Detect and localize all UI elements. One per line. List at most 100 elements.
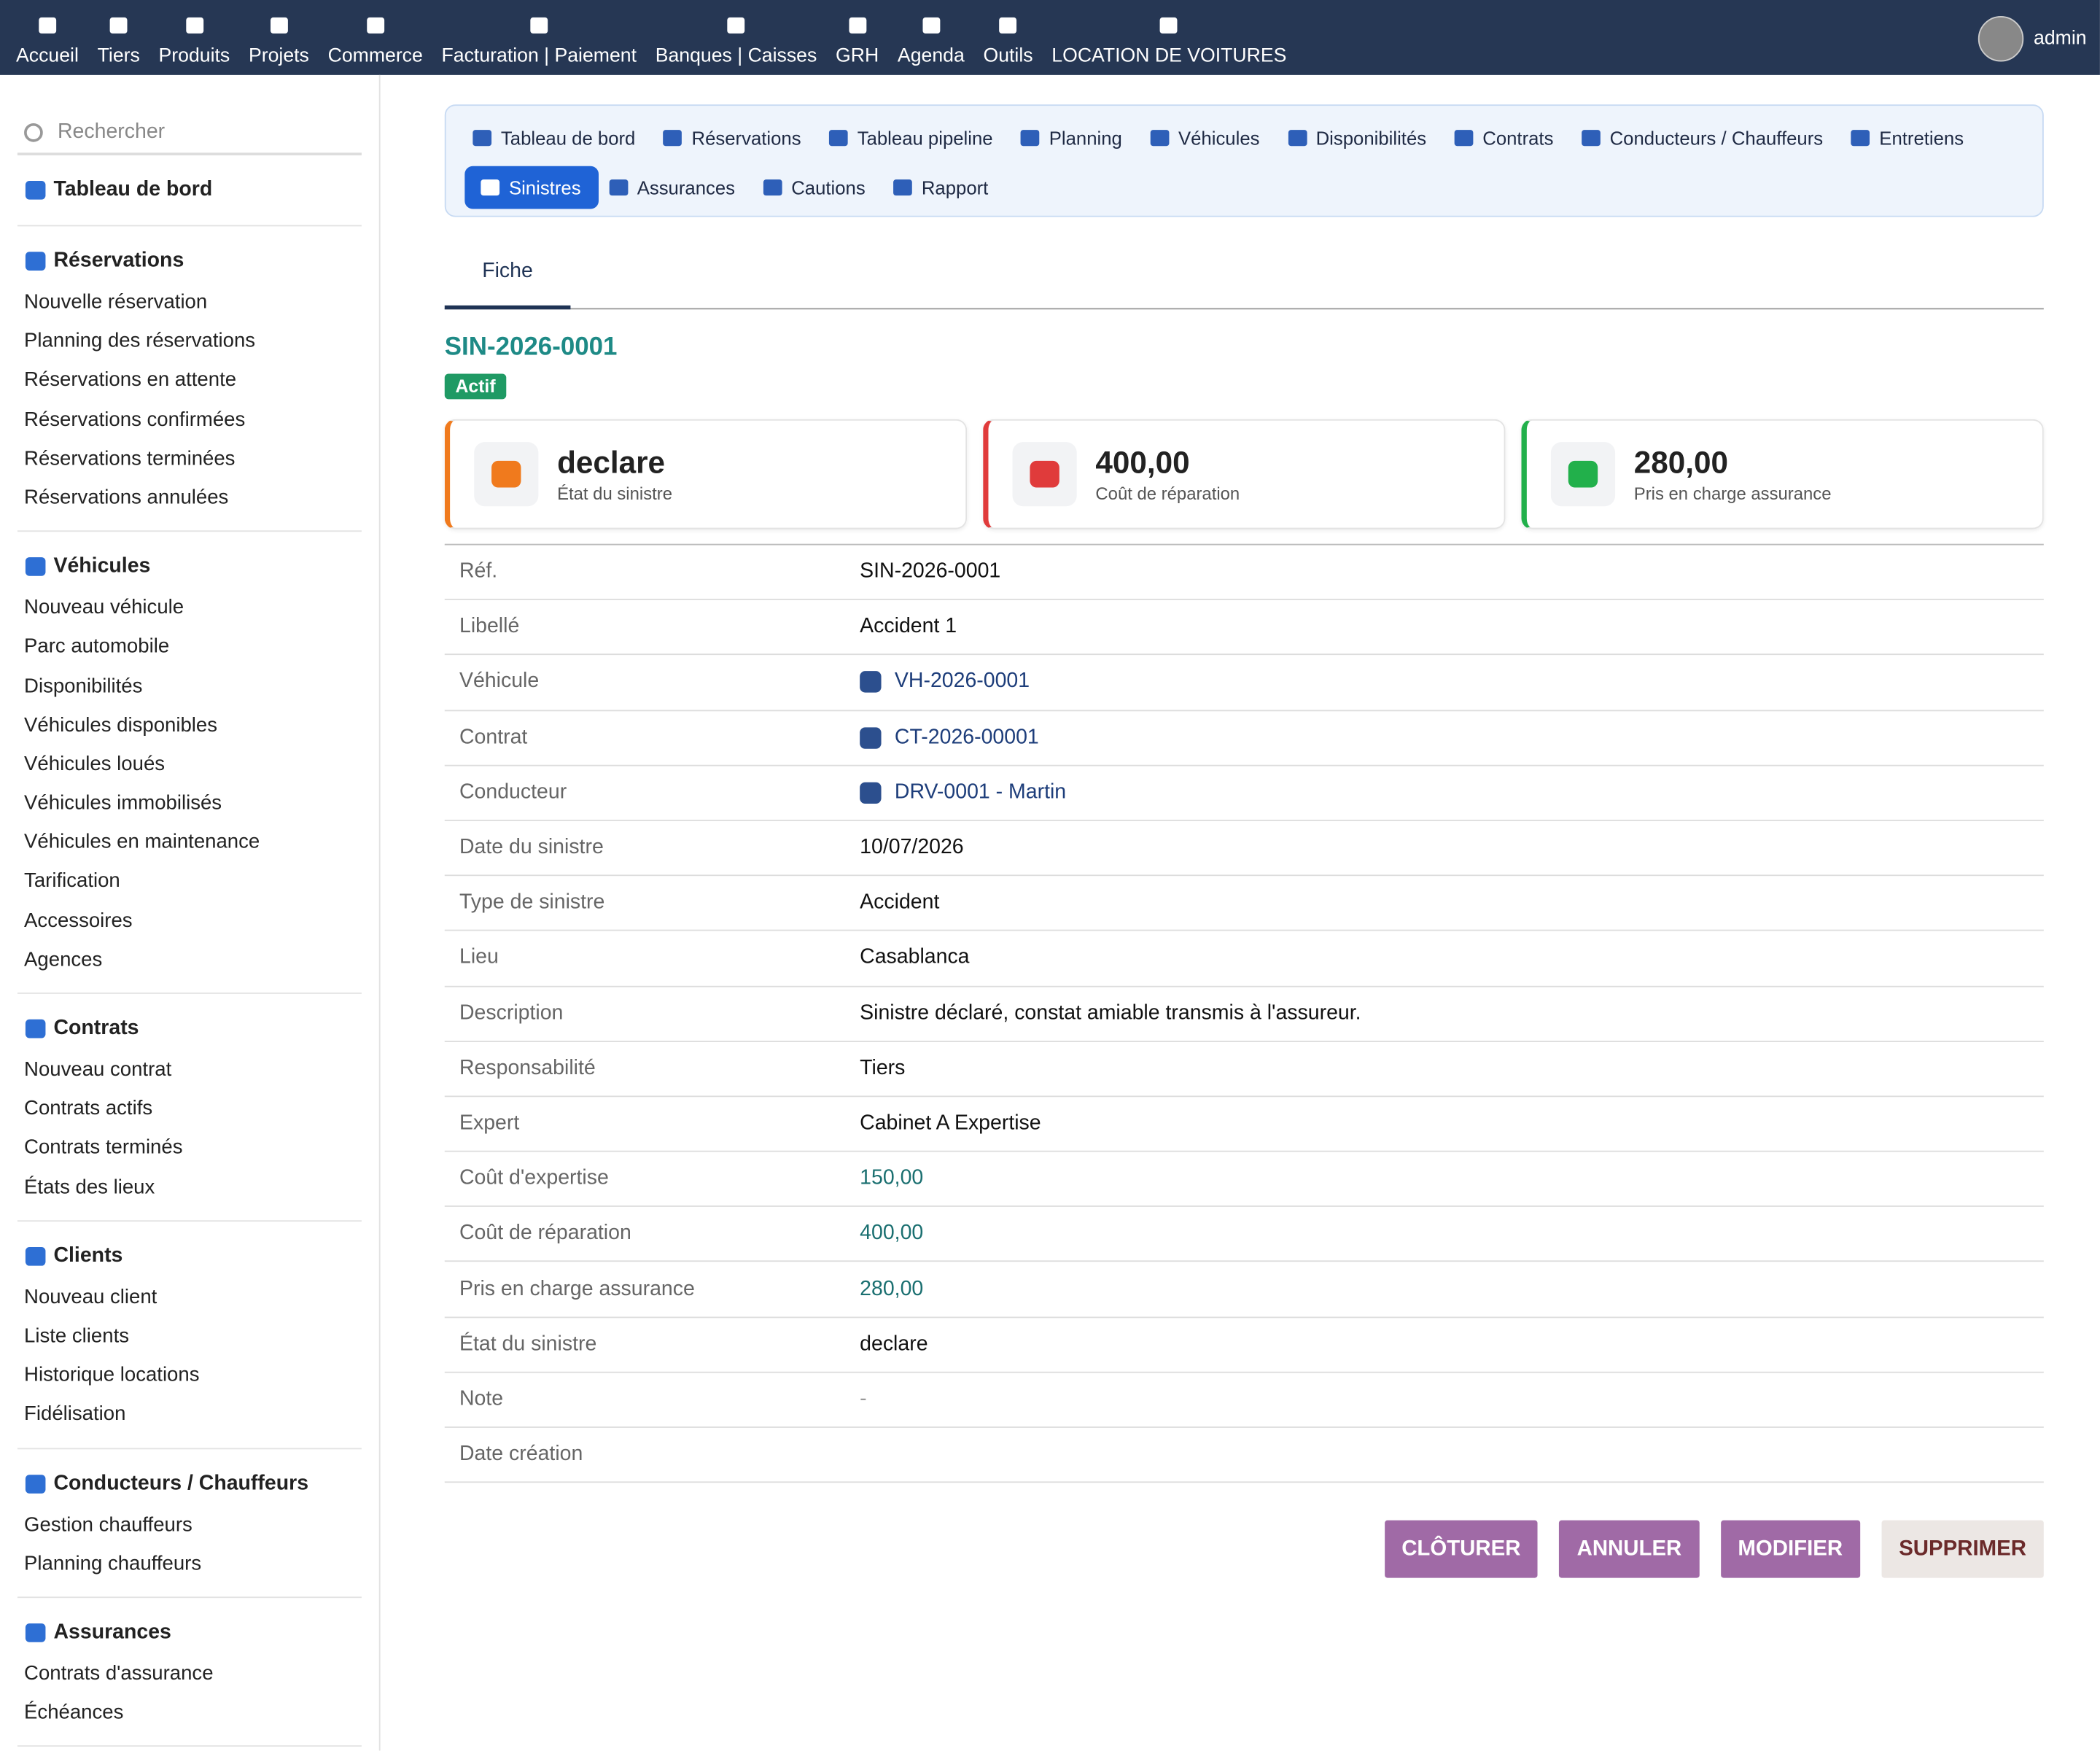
module-tab[interactable]: Planning	[1013, 117, 1140, 160]
nav-label[interactable]: LOCATION DE VOITURES	[1051, 45, 1287, 67]
menu-item[interactable]: Véhicules disponibles	[24, 713, 218, 737]
action-button[interactable]: MODIFIER	[1720, 1520, 1860, 1578]
module-tab[interactable]: Assurances	[601, 166, 752, 209]
menu-item[interactable]: Accessoires	[24, 909, 133, 932]
menu-heading[interactable]: Réservations	[18, 240, 362, 283]
menu-title[interactable]: Conducteurs / Chauffeurs	[53, 1471, 309, 1494]
nav-label[interactable]: GRH	[836, 45, 879, 67]
menu-item[interactable]: Véhicules loués	[24, 752, 166, 776]
menu-title[interactable]: Contrats	[53, 1017, 139, 1040]
nav-label[interactable]: Tiers	[97, 45, 140, 67]
module-tab[interactable]: Contrats	[1447, 117, 1571, 160]
action-button[interactable]: SUPPRIMER	[1881, 1520, 2044, 1578]
menu-title[interactable]: Assurances	[53, 1620, 171, 1644]
menu-item[interactable]: Planning chauffeurs	[24, 1552, 202, 1575]
tab-label[interactable]: Conducteurs / Chauffeurs	[1609, 127, 1824, 149]
nav-label[interactable]: Facturation | Paiement	[441, 45, 637, 67]
module-tab[interactable]: Véhicules	[1142, 117, 1277, 160]
module-tab[interactable]: Cautions	[755, 166, 883, 209]
menu-item[interactable]: Nouvelle réservation	[24, 290, 208, 314]
nav-item[interactable]: Banques | Caisses	[646, 0, 826, 75]
nav-label[interactable]: Accueil	[16, 45, 79, 67]
tab-label[interactable]: Planning	[1049, 127, 1122, 149]
nav-label[interactable]: Banques | Caisses	[655, 45, 817, 67]
field-value[interactable]: VH-2026-0001	[860, 670, 1030, 694]
menu-item[interactable]: Contrats d'assurance	[24, 1662, 214, 1685]
menu-item[interactable]: Échéances	[24, 1701, 124, 1724]
menu-title[interactable]: Réservations	[53, 249, 184, 272]
field-text[interactable]: DRV-0001 - Martin	[894, 780, 1067, 804]
tab-label[interactable]: Véhicules	[1178, 127, 1260, 149]
menu-heading[interactable]: Véhicules	[18, 546, 362, 589]
field-text[interactable]: VH-2026-0001	[894, 670, 1030, 694]
nav-label[interactable]: Commerce	[327, 45, 423, 67]
action-button[interactable]: ANNULER	[1559, 1520, 1700, 1578]
action-button[interactable]: CLÔTURER	[1384, 1520, 1539, 1578]
menu-item[interactable]: États des lieux	[24, 1175, 155, 1199]
nav-label[interactable]: Projets	[248, 45, 309, 67]
tab-label[interactable]: Sinistres	[508, 176, 581, 198]
menu-item[interactable]: Disponibilités	[24, 674, 143, 698]
nav-item[interactable]: Facturation | Paiement	[432, 0, 646, 75]
user-name[interactable]: admin	[2034, 28, 2087, 50]
module-tab[interactable]: Tableau de bord	[464, 117, 653, 160]
menu-item[interactable]: Véhicules immobilisés	[24, 791, 222, 815]
nav-item[interactable]: Outils	[974, 0, 1043, 75]
menu-heading[interactable]: Tableau de bord	[18, 168, 362, 211]
module-tab[interactable]: Conducteurs / Chauffeurs	[1574, 117, 1840, 160]
tab-label[interactable]: Assurances	[637, 176, 736, 198]
menu-heading[interactable]: Clients	[18, 1235, 362, 1278]
nav-label[interactable]: Agenda	[897, 45, 965, 67]
nav-item[interactable]: Projets	[239, 0, 319, 75]
nav-item[interactable]: Tiers	[88, 0, 149, 75]
module-tab[interactable]: Entretiens	[1843, 117, 1981, 160]
tab-label[interactable]: Tableau de bord	[500, 127, 636, 149]
nav-item[interactable]: Agenda	[888, 0, 974, 75]
tab-label[interactable]: Rapport	[921, 176, 989, 198]
menu-item[interactable]: Nouveau contrat	[24, 1057, 172, 1082]
menu-item[interactable]: Réservations confirmées	[24, 408, 246, 431]
tab-label[interactable]: Tableau pipeline	[857, 127, 993, 149]
field-value[interactable]: CT-2026-00001	[860, 726, 1039, 750]
menu-item[interactable]: Contrats actifs	[24, 1097, 153, 1120]
search[interactable]: Rechercher	[17, 120, 362, 156]
nav-item[interactable]: LOCATION DE VOITURES	[1042, 0, 1296, 75]
menu-item[interactable]: Réservations en attente	[24, 368, 237, 392]
nav-label[interactable]: Outils	[983, 45, 1033, 67]
nav-item[interactable]: Commerce	[319, 0, 432, 75]
module-tab[interactable]: Rapport	[885, 166, 1006, 209]
tab-label[interactable]: Entretiens	[1879, 127, 1964, 149]
menu-item[interactable]: Fidélisation	[24, 1402, 126, 1426]
module-tab[interactable]: Tableau pipeline	[821, 117, 1010, 160]
menu-item[interactable]: Nouveau client	[24, 1285, 158, 1308]
menu-item[interactable]: Réservations terminées	[24, 446, 236, 470]
menu-heading[interactable]: Assurances	[18, 1611, 362, 1654]
menu-title[interactable]: Clients	[53, 1243, 123, 1267]
tab-label[interactable]: Contrats	[1482, 127, 1554, 149]
menu-item[interactable]: Tarification	[24, 869, 120, 893]
menu-item[interactable]: Réservations annulées	[24, 486, 229, 509]
menu-item[interactable]: Gestion chauffeurs	[24, 1513, 192, 1536]
menu-item[interactable]: Véhicules en maintenance	[24, 831, 260, 854]
menu-item[interactable]: Liste clients	[24, 1324, 130, 1348]
tab-label[interactable]: Disponibilités	[1315, 127, 1427, 149]
menu-heading[interactable]: Contrats	[18, 1007, 362, 1050]
menu-title[interactable]: Véhicules	[53, 554, 151, 578]
menu-title[interactable]: Tableau de bord	[53, 178, 213, 201]
avatar[interactable]	[1977, 16, 2023, 62]
field-value[interactable]: DRV-0001 - Martin	[860, 781, 1066, 805]
nav-item[interactable]: GRH	[826, 0, 888, 75]
nav-item[interactable]: Produits	[149, 0, 239, 75]
tab-label[interactable]: Cautions	[791, 176, 866, 198]
nav-item[interactable]: Accueil	[7, 0, 88, 75]
tab-label[interactable]: Réservations	[691, 127, 801, 149]
module-tab[interactable]: Sinistres	[464, 166, 599, 209]
menu-item[interactable]: Nouveau véhicule	[24, 596, 184, 619]
menu-item[interactable]: Agences	[24, 948, 103, 971]
module-tab[interactable]: Disponibilités	[1280, 117, 1444, 160]
nav-label[interactable]: Produits	[158, 45, 230, 67]
menu-item[interactable]: Planning des réservations	[24, 330, 256, 353]
menu-item[interactable]: Historique locations	[24, 1363, 200, 1387]
field-text[interactable]: CT-2026-00001	[894, 725, 1039, 749]
menu-item[interactable]: Parc automobile	[24, 635, 170, 659]
